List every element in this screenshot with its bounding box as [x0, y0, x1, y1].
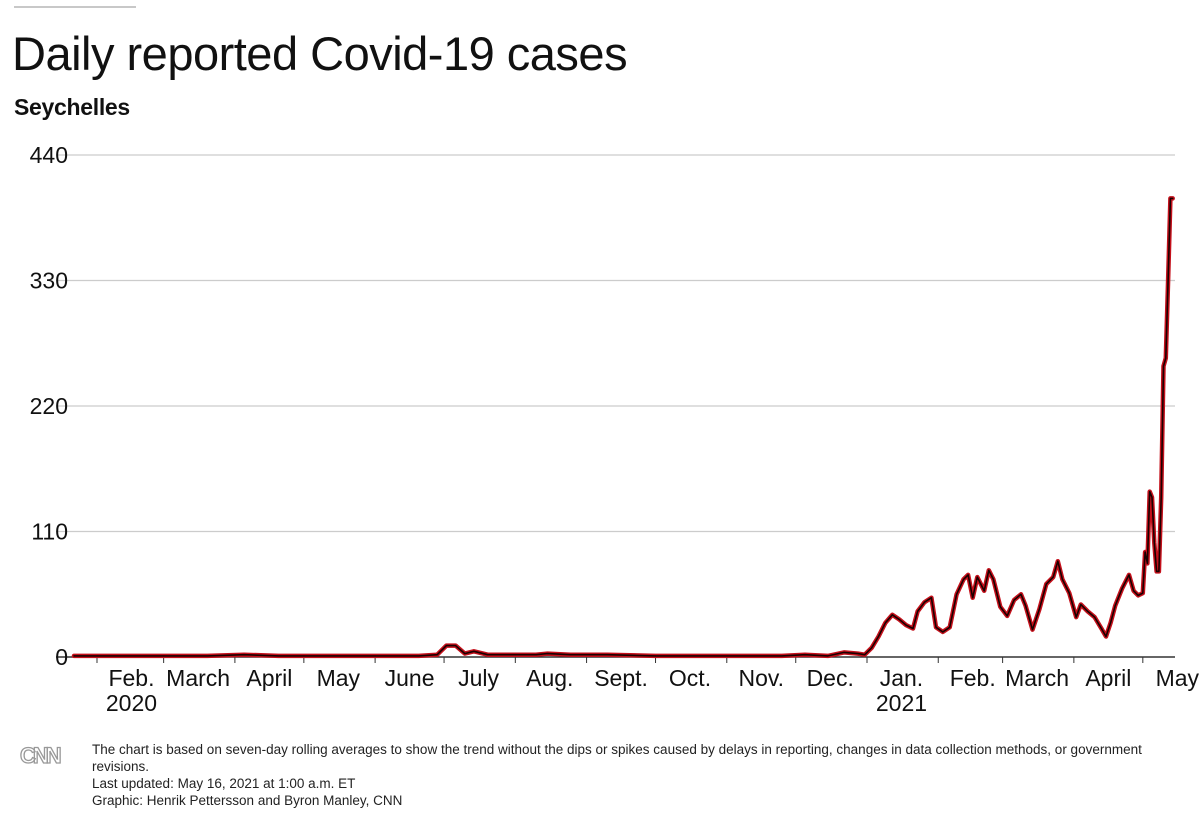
- x-tick-label: April: [1085, 665, 1131, 691]
- y-tick-label: 220: [30, 393, 68, 419]
- x-tick-label: April: [246, 665, 292, 691]
- y-tick-label: 440: [30, 142, 68, 168]
- x-tick-label: Jan.: [880, 665, 923, 691]
- y-tick-label: 330: [30, 268, 68, 294]
- x-tick-label: Sept.: [594, 665, 648, 691]
- x-tick-label: Dec.: [807, 665, 854, 691]
- gridlines: [56, 154, 1175, 658]
- top-rule: [14, 6, 136, 8]
- x-tick-label: Oct.: [669, 665, 711, 691]
- x-tick-label: March: [166, 665, 230, 691]
- series-line-path: [73, 197, 1174, 657]
- x-tick-label: Feb.: [108, 665, 154, 691]
- x-tick-label: Feb.: [950, 665, 996, 691]
- y-tick-label: 110: [31, 519, 68, 545]
- chart-title: Daily reported Covid-19 cases: [12, 27, 628, 80]
- x-tick-label: July: [458, 665, 499, 691]
- x-tick-label: Aug.: [526, 665, 573, 691]
- series-line: [71, 196, 1175, 659]
- x-tick-year-label: 2020: [106, 690, 157, 716]
- x-tick-label: May: [1156, 665, 1200, 691]
- x-tick-label: June: [385, 665, 435, 691]
- series-line-outline: [71, 196, 1175, 659]
- x-tick-year-label: 2021: [876, 690, 927, 716]
- last-updated: Last updated: May 16, 2021 at 1:00 a.m. …: [92, 776, 356, 791]
- y-tick-label: 0: [55, 644, 68, 670]
- graphic-credit: Graphic: Henrik Pettersson and Byron Man…: [92, 793, 403, 808]
- y-axis-ticks: 0 110 220 330 440: [30, 142, 68, 670]
- x-tick-label: March: [1005, 665, 1069, 691]
- cnn-logo: CNN: [20, 742, 64, 768]
- chart-footer: The chart is based on seven-day rolling …: [92, 741, 1187, 809]
- chart-subtitle: Seychelles: [14, 94, 130, 120]
- x-tick-label: May: [317, 665, 361, 691]
- x-tick-label: Nov.: [738, 665, 784, 691]
- methodology-note: The chart is based on seven-day rolling …: [92, 742, 1142, 774]
- cnn-logo-text: CNN: [20, 743, 61, 768]
